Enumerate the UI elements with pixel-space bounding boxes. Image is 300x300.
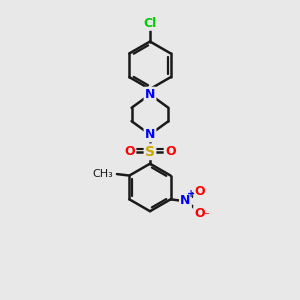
Text: O: O: [194, 207, 205, 220]
Text: S: S: [145, 145, 155, 159]
Text: O: O: [124, 145, 135, 158]
Text: O: O: [194, 185, 205, 198]
Text: N: N: [145, 88, 155, 101]
Text: N: N: [145, 128, 155, 141]
Text: ⁻: ⁻: [203, 211, 209, 221]
Text: CH₃: CH₃: [92, 169, 113, 179]
Text: O: O: [165, 145, 175, 158]
Text: N: N: [180, 194, 190, 207]
Text: +: +: [187, 189, 196, 199]
Text: Cl: Cl: [143, 16, 157, 30]
